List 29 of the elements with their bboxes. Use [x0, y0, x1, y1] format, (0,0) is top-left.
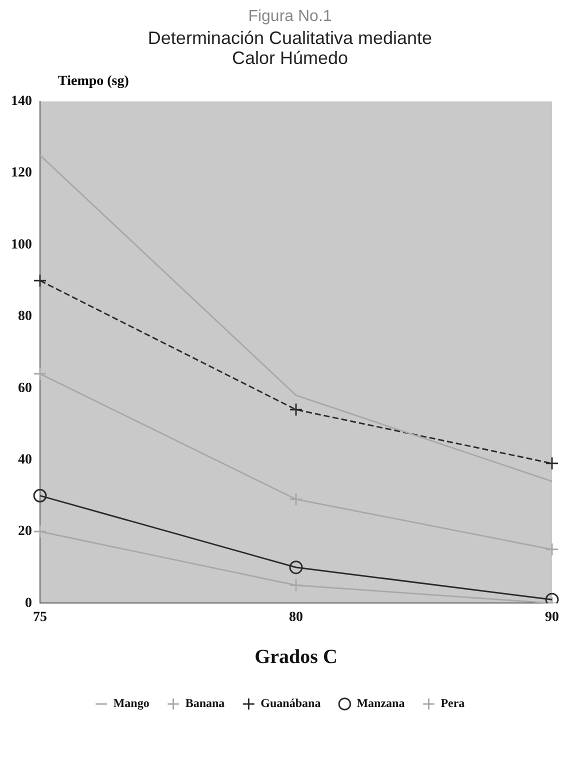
legend-label: Guanábana	[260, 696, 321, 710]
legend-label: Banana	[185, 696, 225, 710]
point	[545, 456, 559, 470]
point	[33, 488, 47, 502]
point	[33, 367, 47, 381]
x-tick-label: 90	[545, 610, 559, 626]
point	[289, 578, 303, 592]
point	[545, 542, 559, 556]
y-tick-label: 120	[11, 166, 32, 181]
y-tick-label: 20	[18, 524, 32, 540]
point	[289, 560, 303, 574]
y-tick-label: 60	[18, 380, 32, 396]
legend-label: Mango	[113, 696, 150, 710]
chart-title: Figura No.1	[247, 8, 333, 26]
y-tick-label: 140	[11, 94, 32, 110]
y-tick-label: 40	[18, 452, 32, 468]
point	[33, 274, 47, 288]
y-tick-label: 0	[25, 596, 32, 611]
chart-subtitle: Determinación Cualitativa mediante Calor Húmedo	[146, 28, 434, 68]
x-tick-label: 75	[33, 610, 47, 626]
legend-label: Pera	[440, 696, 465, 710]
x-axis-title: Grados C	[254, 646, 338, 668]
point	[33, 524, 47, 538]
x-tick-label: 80	[289, 610, 303, 626]
y-tick-label: 100	[11, 237, 32, 252]
point	[289, 492, 303, 506]
y-tick-label: 80	[18, 309, 32, 324]
legend-label: Manzana	[356, 696, 405, 710]
y-axis-title: Tiempo (sg)	[58, 74, 130, 90]
